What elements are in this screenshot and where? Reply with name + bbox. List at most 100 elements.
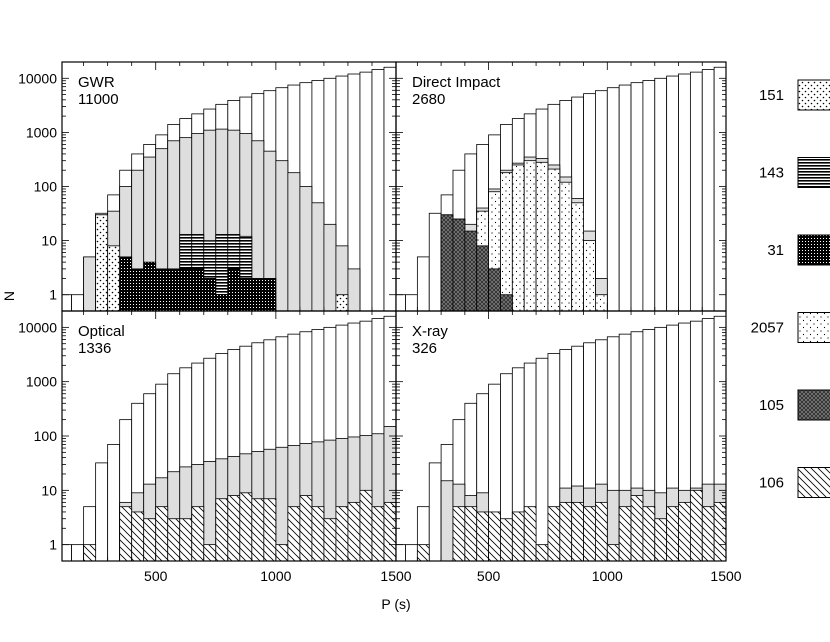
stipple-bar — [583, 240, 596, 311]
dense-dots-bar — [239, 278, 253, 311]
diagonal-bar — [371, 506, 385, 561]
legend-item: 31 — [767, 234, 830, 266]
panel-label: Direct Impact — [412, 74, 501, 91]
legend: 151 143 31 2057 105 106 — [751, 79, 830, 498]
total-bar — [371, 69, 385, 311]
y-tick-label: 1000 — [26, 124, 57, 140]
diagonal-bar — [416, 544, 430, 561]
total-bar — [428, 462, 442, 561]
total-bar — [689, 71, 703, 311]
diagonal-bar — [155, 506, 169, 561]
legend-item: 2057 — [751, 312, 830, 343]
diagonal-bar — [689, 489, 703, 561]
diagonal-bar — [263, 498, 277, 561]
x-tick-label: 1000 — [592, 568, 623, 584]
stipple-bar — [571, 202, 584, 311]
total-bar — [666, 75, 679, 311]
panel-count: 326 — [412, 340, 437, 357]
x-tick-label: 1500 — [710, 568, 741, 584]
panel-count: 1336 — [78, 340, 111, 357]
detected-bar — [323, 223, 337, 311]
panel-label: X-ray — [412, 323, 448, 340]
diagonal-bar — [630, 495, 644, 561]
total-bar — [107, 444, 121, 561]
x-tick-label: 1500 — [380, 568, 411, 584]
y-tick-label: 100 — [34, 428, 58, 444]
diagonal-bar — [143, 518, 157, 561]
dense-dots-bar — [263, 278, 277, 311]
y-tick-label: 10000 — [18, 319, 57, 335]
diagonal-bar — [167, 518, 181, 561]
diagonal-bar — [523, 506, 537, 561]
dense-dots-bar — [119, 256, 133, 311]
crosshatch-bar — [464, 230, 478, 311]
diagonal-bar — [595, 501, 608, 561]
x-tick-label: 1000 — [260, 568, 291, 584]
diagonal-bar — [203, 544, 217, 561]
crosshatch-bar — [500, 294, 513, 311]
dense-dots-bar — [251, 278, 265, 311]
legend-label: 151 — [759, 87, 784, 104]
diagonal-bar — [618, 506, 632, 561]
detected-bar — [311, 202, 325, 311]
diagonal-bar — [488, 511, 501, 561]
total-bar — [618, 84, 632, 311]
diagonal-bar — [642, 506, 656, 561]
total-bar — [416, 256, 430, 311]
diagonal-bar — [713, 501, 726, 561]
dense-dots-bar — [167, 268, 181, 311]
diagonal-bar — [701, 506, 715, 561]
diagonal-bar — [119, 506, 133, 561]
total-bar — [62, 544, 73, 561]
dense-dots-bar — [215, 294, 229, 311]
dense-dots-bar — [143, 261, 157, 311]
diagonal-bar — [452, 506, 466, 561]
dense-dots-bar — [227, 268, 241, 311]
diagonal-bar — [571, 501, 584, 561]
dense-dots-bar — [191, 268, 205, 311]
legend-swatch — [797, 389, 830, 421]
bars — [62, 66, 396, 311]
detected-bar — [440, 480, 454, 561]
dense-dots-bar — [179, 268, 193, 311]
stipple-bar — [547, 168, 561, 311]
panel-label: Optical — [78, 323, 125, 340]
total-bar — [654, 77, 668, 311]
diagonal-bar — [215, 498, 229, 561]
y-axis-label: N — [1, 291, 17, 301]
legend-swatch — [797, 234, 830, 266]
crosshatch-bar — [476, 245, 489, 311]
legend-swatch — [797, 79, 830, 111]
stipple-bar — [595, 294, 608, 311]
diagonal-bar — [323, 518, 337, 561]
legend-item: 105 — [759, 389, 830, 421]
detected-bar — [299, 186, 313, 311]
diagonal-bar — [547, 506, 561, 561]
dense-dots-bar — [131, 268, 145, 311]
stipple-bar — [535, 161, 549, 311]
dots-sparse-bar — [107, 245, 121, 311]
diagonal-bar — [227, 495, 241, 561]
total-bar — [428, 212, 442, 311]
total-bar — [642, 80, 656, 311]
total-bar — [630, 82, 644, 311]
detected-bar — [347, 268, 361, 311]
legend-label: 31 — [767, 242, 784, 259]
total-bar — [678, 73, 691, 311]
diagonal-bar — [311, 506, 325, 561]
bars — [396, 66, 726, 311]
diagonal-bar — [239, 492, 253, 561]
total-bar — [701, 69, 715, 311]
total-bar — [62, 294, 73, 311]
total-bar — [71, 294, 85, 311]
diagonal-bar — [131, 511, 145, 561]
legend-item: 143 — [759, 157, 830, 188]
diagonal-bar — [347, 501, 361, 561]
diagonal-bar — [359, 489, 373, 561]
total-bar — [405, 294, 418, 311]
total-bar — [606, 87, 620, 311]
diagonal-bar — [287, 506, 301, 561]
detected-bar — [287, 172, 301, 311]
diagonal-bar — [559, 501, 573, 561]
legend-label: 2057 — [751, 320, 784, 337]
